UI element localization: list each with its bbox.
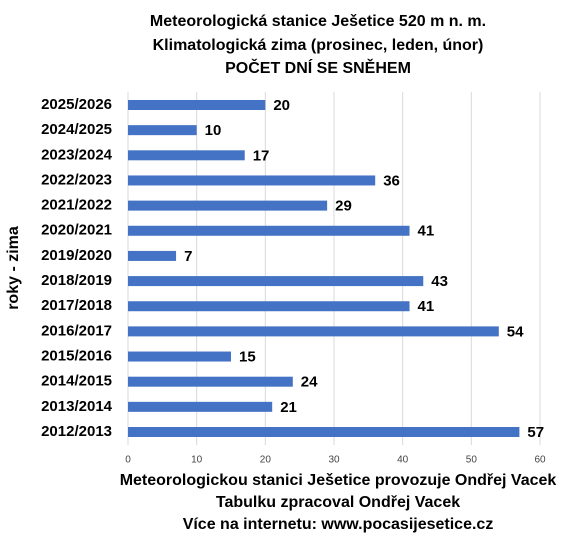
bar (128, 225, 410, 236)
bar (128, 125, 197, 136)
value-label: 7 (184, 248, 192, 265)
bar (128, 376, 293, 387)
value-label: 54 (507, 323, 524, 340)
x-tick-label: 50 (466, 455, 478, 466)
value-label: 15 (239, 349, 256, 366)
value-label: 17 (253, 147, 270, 164)
bar (128, 150, 245, 161)
value-label: 24 (301, 374, 318, 391)
value-label: 36 (383, 172, 400, 189)
footer-note: Více na internetu: www.pocasijesetice.cz (183, 516, 494, 533)
bar (128, 326, 499, 337)
value-label: 41 (418, 223, 435, 240)
y-tick-label: 2018/2019 (41, 272, 112, 289)
y-tick-label: 2022/2023 (41, 171, 112, 188)
y-tick-label: 2020/2021 (41, 222, 112, 239)
value-label: 57 (527, 424, 544, 441)
x-tick-label: 0 (125, 455, 131, 466)
footer-note: Tabulku zpracoval Ondřej Vacek (216, 494, 460, 511)
bar (128, 401, 273, 412)
y-tick-label: 2013/2014 (41, 398, 113, 415)
y-tick-label: 2023/2024 (41, 146, 113, 163)
chart-title: Klimatologická zima (prosinec, leden, ún… (153, 37, 484, 54)
bar (128, 200, 328, 211)
chart-title: Meteorologická stanice Ješetice 520 m n.… (150, 13, 486, 30)
bar (128, 301, 410, 312)
value-label: 29 (335, 198, 352, 215)
y-tick-label: 2015/2016 (41, 348, 112, 365)
bar (128, 351, 231, 362)
y-tick-label: 2025/2026 (41, 96, 112, 113)
value-label: 20 (273, 97, 290, 114)
y-tick-label: 2016/2017 (41, 322, 112, 339)
value-label: 43 (431, 273, 448, 290)
y-tick-label: 2021/2022 (41, 197, 112, 214)
value-label: 41 (418, 298, 435, 315)
bar (128, 276, 424, 287)
x-tick-label: 10 (191, 455, 203, 466)
bar (128, 100, 266, 110)
x-tick-label: 20 (260, 455, 272, 466)
x-tick-label: 60 (534, 455, 546, 466)
value-label: 21 (280, 399, 297, 416)
x-tick-label: 30 (328, 455, 340, 466)
y-tick-label: 2024/2025 (41, 121, 112, 138)
y-tick-label: 2017/2018 (41, 297, 112, 314)
bar (128, 175, 376, 186)
y-tick-label: 2019/2020 (41, 247, 112, 264)
value-label: 10 (205, 122, 222, 139)
bar (128, 250, 177, 261)
bar (128, 427, 520, 437)
chart-title: POČET DNÍ SE SNĚHEM (225, 58, 411, 77)
y-tick-label: 2012/2013 (41, 423, 112, 440)
footer-note: Meteorologickou stanici Ješetice provozu… (120, 472, 557, 489)
y-tick-label: 2014/2015 (41, 373, 112, 390)
x-tick-label: 40 (397, 455, 409, 466)
y-axis-label: roky - zima (5, 226, 22, 310)
